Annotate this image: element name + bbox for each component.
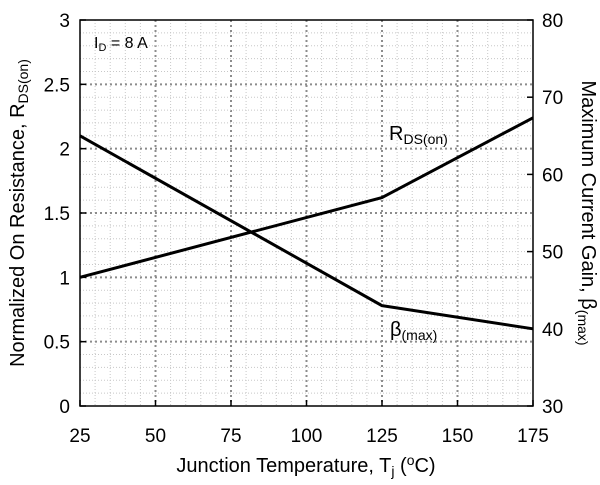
x-tick-label: 150 (442, 426, 474, 447)
y-left-tick-label: 3 (59, 11, 70, 32)
y-right-tick-label: 70 (542, 88, 563, 109)
series-label-rdson-main: R (389, 123, 403, 145)
y-left-tick-label: 0.5 (44, 333, 70, 354)
y-right-axis-label-main: Maximum Current Gain, β (577, 80, 599, 309)
series-line-rdson (79, 116, 534, 279)
x-tick-label: 175 (517, 426, 549, 447)
y-right-tick-label: 60 (542, 165, 563, 186)
x-axis-label-open: ( (394, 455, 407, 477)
condition-annotation-rest: = 8 A (106, 35, 148, 52)
x-tick-label: 50 (145, 426, 166, 447)
y-right-tick-label: 80 (542, 11, 563, 32)
y-left-tick-label: 2.5 (44, 75, 70, 96)
y-right-tick-label: 40 (542, 320, 563, 341)
series-label-rdson-sub: DS(on) (403, 131, 447, 147)
x-tick-label: 100 (291, 426, 323, 447)
x-axis-label: Junction Temperature, Tj (oC) (176, 452, 435, 479)
x-tick-label: 125 (366, 426, 398, 447)
y-left-axis-label-main: Normalized On Resistance, R (7, 103, 29, 366)
grid (80, 20, 533, 406)
y-left-tick-label: 2 (59, 140, 70, 161)
y-left-tick-label: 1 (59, 268, 70, 289)
series-label-rdson: RDS(on) (389, 123, 448, 147)
x-axis-label-sub: j (390, 463, 394, 479)
y-right-tick-label: 50 (542, 243, 563, 264)
x-tick-label: 25 (69, 426, 90, 447)
x-axis-label-main: Junction Temperature, T (176, 455, 391, 477)
y-left-axis-label-sub: DS(on) (15, 59, 31, 103)
series-line-beta (79, 134, 534, 331)
x-axis-label-sup: o (407, 452, 415, 468)
x-axis-label-unit: C) (414, 455, 435, 477)
ticks: 25 50 75 100 125 150 175 0 0.5 1 1.5 2 2.5 3 30 40 50 60 7… (44, 11, 564, 447)
y-right-axis-label: Maximum Current Gain, β(max) (575, 80, 599, 345)
condition-annotation: ID = 8 A (94, 35, 148, 54)
series-label-beta-main: β (390, 319, 402, 341)
series-lines (79, 116, 534, 331)
y-left-axis-label: Normalized On Resistance, RDS(on) (7, 59, 31, 367)
y-right-axis-label-sub: (max) (575, 310, 591, 346)
condition-annotation-main: I (94, 35, 98, 52)
series-label-beta: β(max) (390, 319, 437, 343)
y-left-tick-label: 1.5 (44, 204, 70, 225)
y-left-tick-label: 0 (59, 397, 70, 418)
x-tick-label: 75 (220, 426, 241, 447)
series-label-beta-sub: (max) (402, 327, 438, 343)
y-right-tick-label: 30 (542, 397, 563, 418)
condition-annotation-sub: D (98, 42, 106, 54)
